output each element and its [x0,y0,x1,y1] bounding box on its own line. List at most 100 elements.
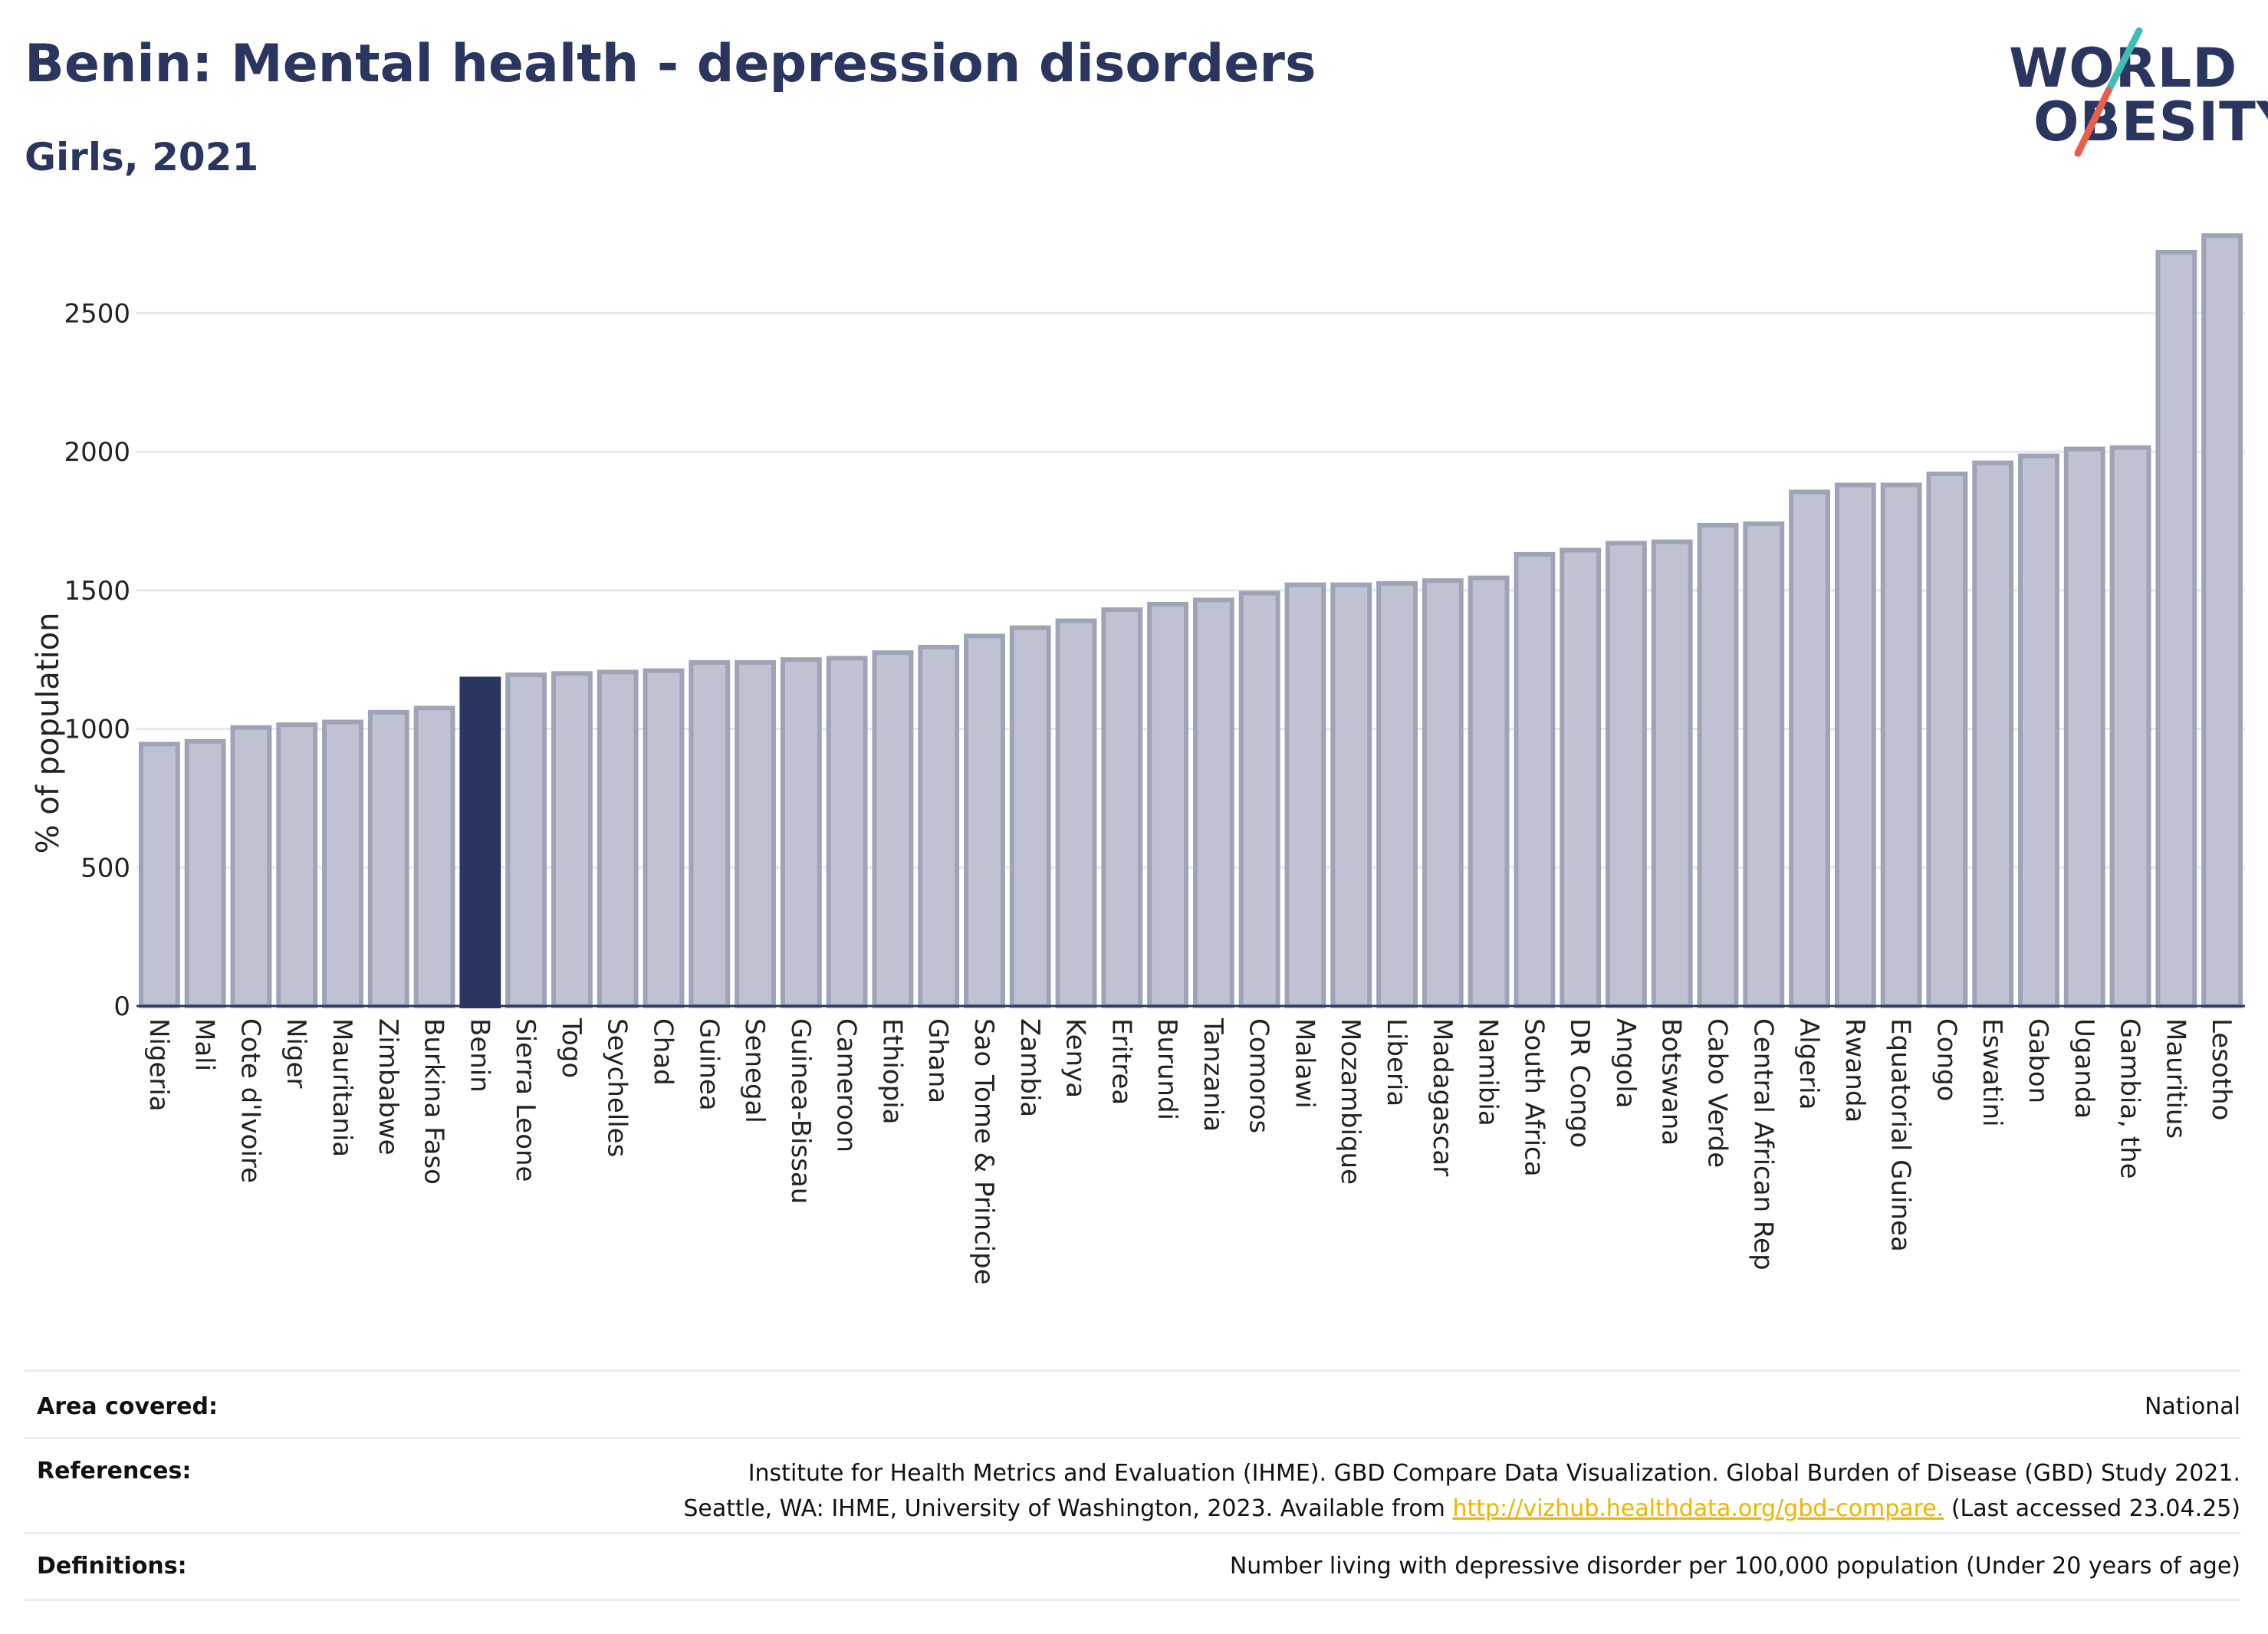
x-tick-label: Mozambique [1335,1018,1366,1185]
x-tick-label: Malawi [1289,1018,1320,1109]
x-tick-label: Ghana [922,1018,953,1103]
bar-mauritius [2155,249,2197,1008]
x-tick-label: Cote d'Ivoire [235,1018,265,1183]
references-line-2: Seattle, WA: IHME, University of Washing… [683,1491,2240,1527]
x-tick-label: Mali [189,1018,220,1071]
logo-line2: OBESITY [2033,90,2268,153]
references-row: References: Institute for Health Metrics… [25,1437,2240,1534]
bar-zimbabwe [367,709,409,1009]
x-tick-label: Comoros [1244,1018,1274,1133]
bar-kenya [1055,618,1097,1008]
bar-cote-d-ivoire [230,725,272,1008]
bar-cabo-verde [1697,522,1739,1008]
references-link[interactable]: http://vizhub.healthdata.org/gbd-compare… [1452,1495,1944,1522]
page-subtitle: Girls, 2021 [25,135,259,179]
bar-lesotho [2201,233,2243,1008]
logo-slash-icon [2074,27,2143,157]
bar-chart: 0 500 1000 1500 2000 2500 % of population Niger… [31,233,2245,1285]
bar-burundi [1147,601,1189,1008]
bar-equatorial-guinea [1880,482,1922,1008]
bar-madagascar [1422,578,1464,1008]
x-tick-label: Namibia [1473,1018,1504,1126]
bar-comoros [1238,590,1280,1008]
bar-angola [1606,541,1647,1008]
x-tick-label: Madagascar [1427,1018,1458,1176]
x-tick-label: Lesotho [2206,1018,2237,1120]
x-tick-label: Gabon [2023,1018,2053,1103]
y-tick-label: 500 [81,853,130,883]
area-covered-label: Area covered: [37,1393,218,1420]
bar-gabon [2018,453,2059,1008]
bar-rwanda [1834,482,1876,1008]
y-tick-label: 1500 [64,576,130,607]
x-tick-label: Ethiopia [876,1018,907,1124]
bar-burkina-faso [413,705,455,1008]
y-axis-label: % of population [31,613,66,854]
bar-namibia [1468,575,1510,1008]
x-tick-label: Sierra Leone [510,1018,541,1182]
definitions-row: Definitions: Number living with depressi… [25,1532,2240,1601]
bar-central-african-rep [1743,521,1785,1008]
x-tick-label: Togo [556,1018,587,1078]
x-tick-label: Sao Tome & Principe [968,1018,999,1285]
x-tick-label: Mauritius [2160,1018,2191,1139]
bar-algeria [1789,489,1830,1008]
x-tick-label: Seychelles [602,1018,633,1157]
bar-mali [184,738,226,1008]
bar-zambia [1009,625,1051,1009]
x-tick-label: Eswatini [1977,1018,2007,1127]
references-line-2-suffix: (Last accessed 23.04.25) [1944,1495,2240,1522]
x-tick-label: Guinea [693,1018,724,1111]
area-covered-value: National [2144,1393,2240,1420]
bar-chad [643,668,685,1009]
x-tick-label: Benin [464,1018,495,1093]
x-tick-label: Mauritania [327,1018,357,1157]
x-tick-label: Tanzania [1198,1018,1228,1132]
bar-guinea-bissau [780,657,822,1008]
bar-senegal [735,659,776,1008]
bar-nigeria [138,741,180,1008]
y-tick-label: 2500 [64,298,130,329]
x-tick-label: Central African Rep [1747,1018,1778,1271]
bar-mozambique [1330,582,1372,1008]
bar-ghana [918,644,960,1008]
x-tick-label: Angola [1610,1018,1641,1108]
x-tick-label: Niger [281,1018,311,1088]
bar-seychelles [597,669,639,1008]
y-tick-label: 1000 [64,715,130,745]
x-tick-label: Senegal [739,1018,770,1123]
x-tick-label: Cameroon [831,1018,862,1152]
definitions-value: Number living with depressive disorder p… [1229,1553,2240,1580]
x-tick-label: Chad [648,1018,679,1086]
x-tick-label: Zimbabwe [373,1018,403,1156]
bar-sao-tome-principe [964,633,1005,1008]
x-tick-label: Congo [1931,1018,1961,1101]
bar-dr-congo [1560,547,1602,1008]
bar-benin [459,676,501,1008]
bar-cameroon [826,656,868,1009]
y-tick-label: 0 [113,991,130,1022]
x-tick-label: Liberia [1381,1018,1412,1106]
area-covered-row: Area covered: National [25,1369,2240,1439]
x-tick-label: Kenya [1060,1018,1091,1098]
world-obesity-logo: WORLD OBESITY [1994,23,2268,161]
x-tick-label: Zambia [1014,1018,1045,1117]
bar-gambia-the [2109,445,2151,1008]
x-tick-label: Guinea-Bissau [785,1018,816,1204]
bar-eritrea [1101,607,1143,1008]
x-tick-label: Nigeria [143,1018,174,1112]
x-tick-label: Burundi [1152,1018,1182,1120]
x-tick-label: Gambia, the [2115,1018,2145,1179]
references-line-2-prefix: Seattle, WA: IHME, University of Washing… [683,1495,1453,1522]
bar-mauritania [322,719,363,1008]
definitions-label: Definitions: [37,1553,187,1580]
x-tick-label: Eritrea [1106,1018,1136,1105]
bar-liberia [1376,580,1418,1008]
x-tick-label: Cabo Verde [1702,1018,1733,1168]
bar-south-africa [1514,551,1556,1008]
x-tick-label: Rwanda [1839,1018,1870,1123]
x-tick-label: South Africa [1518,1018,1549,1177]
bar-tanzania [1192,597,1234,1008]
bar-sierra-leone [505,672,547,1008]
bar-ethiopia [872,650,914,1009]
